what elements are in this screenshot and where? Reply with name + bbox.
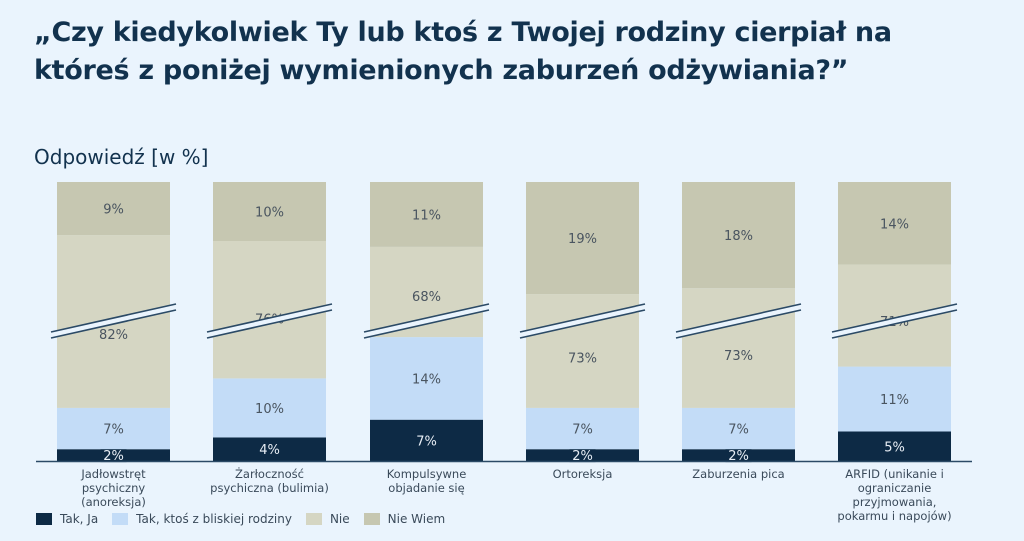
data-label: 82%	[99, 328, 128, 343]
axis-break	[832, 304, 957, 338]
axis-break-line	[831, 309, 958, 339]
bar-segment	[213, 378, 326, 438]
axis-break-line	[206, 309, 333, 339]
category-label: Kompulsywne	[387, 467, 467, 481]
legend-swatch	[36, 513, 52, 525]
axis-break-line	[519, 309, 646, 339]
bar-segment	[682, 182, 795, 289]
data-label: 10%	[255, 206, 284, 221]
bar-segment	[838, 366, 951, 432]
axis-break-line	[519, 303, 646, 333]
legend-swatch	[363, 513, 380, 525]
data-label: 18%	[724, 229, 753, 244]
legend-item: Tak, ktoś z bliskiej rodziny	[112, 512, 292, 526]
data-label: 11%	[880, 393, 909, 408]
bar-group: 2% 7% 82% 9% Jadłowstrętpsychiczny(anoreksja…	[50, 182, 177, 509]
axis-break-line	[675, 309, 802, 339]
data-label: 14%	[412, 372, 441, 387]
data-label: 19%	[568, 232, 597, 247]
bar-segment	[370, 182, 483, 247]
legend-label: Nie	[329, 512, 350, 526]
bar-segment	[370, 419, 483, 461]
category-label: objadanie się	[388, 481, 464, 495]
legend-item: Nie	[305, 512, 350, 526]
data-label: 7%	[728, 423, 749, 438]
bar-segment	[682, 288, 795, 408]
data-label: 14%	[880, 217, 909, 232]
category-label: Ortoreksja	[553, 467, 613, 481]
bar-segment	[526, 407, 639, 450]
axis-break-line	[675, 303, 802, 333]
data-label: 73%	[724, 349, 753, 364]
legend: Tak, Ja Tak, ktoś z bliskiej rodziny Nie Ni…	[36, 512, 445, 526]
bar-segment	[213, 437, 326, 461]
legend-item: Nie Wiem	[363, 512, 446, 526]
bar-segment	[370, 337, 483, 420]
data-label: 10%	[255, 402, 284, 417]
label-box	[569, 447, 596, 463]
legend-label: Tak, ktoś z bliskiej rodziny	[136, 512, 292, 526]
axis-break	[51, 304, 176, 338]
data-label: 5%	[884, 440, 905, 455]
legend-label: Nie Wiem	[387, 512, 446, 526]
bar-segment	[838, 431, 951, 461]
bar-group: 2% 7% 73% 18% Zaburzenia pica	[675, 182, 802, 481]
data-label: 73%	[568, 351, 597, 366]
data-label: 2%	[572, 449, 593, 464]
category-label: (anoreksja)	[81, 495, 146, 509]
data-label: 7%	[103, 423, 124, 438]
data-label: 4%	[259, 443, 280, 458]
data-label: 68%	[412, 290, 441, 305]
category-label: Żarłoczność	[235, 466, 304, 481]
data-label: 9%	[103, 203, 124, 218]
bar-segment	[682, 407, 795, 450]
bar-segment	[57, 182, 170, 236]
axis-break-line	[363, 309, 490, 339]
category-label: psychiczny	[82, 481, 146, 495]
legend-swatch	[112, 513, 129, 525]
data-label: 7%	[572, 423, 593, 438]
bar-group: 2% 7% 73% 19% Ortoreksja	[519, 182, 646, 481]
data-label: 11%	[412, 208, 441, 223]
legend-label: Tak, Ja	[60, 512, 99, 526]
category-label: przyjmowania,	[853, 495, 937, 509]
label-box	[100, 447, 127, 463]
category-label: Zaburzenia pica	[692, 467, 784, 481]
axis-break	[520, 304, 645, 338]
axis-break-line	[50, 303, 177, 333]
bar-segment	[213, 182, 326, 241]
axis-break-line	[50, 309, 177, 339]
axis-break-line	[206, 303, 333, 333]
category-label: Jadłowstręt	[80, 467, 146, 481]
data-label: 7%	[416, 434, 437, 449]
bar-group: 5%11%71%14%ARFID (unikanie iograniczanie…	[831, 182, 958, 523]
category-label: psychiczna (bulimia)	[210, 481, 329, 495]
chart-title: „Czy kiedykolwiek Ty lub ktoś z Twojej r…	[34, 17, 892, 86]
category-label: ograniczanie	[858, 481, 932, 495]
axis-break-line	[831, 303, 958, 333]
bar-segment	[838, 182, 951, 265]
data-label: 2%	[728, 449, 749, 464]
axis-break	[676, 304, 801, 338]
category-label: pokarmu i napojów)	[837, 509, 951, 523]
legend-swatch	[305, 513, 322, 525]
axis-break	[364, 304, 489, 338]
category-label: ARFID (unikanie i	[845, 467, 944, 481]
axis-label: Odpowiedź [w %]	[34, 145, 209, 169]
legend-item: Tak, Ja	[36, 512, 98, 526]
bar-segment	[57, 407, 170, 450]
data-label: 2%	[103, 449, 124, 464]
axis-break-line	[363, 303, 490, 333]
label-box	[725, 447, 752, 463]
axis-break	[207, 304, 332, 338]
bar-segment	[526, 182, 639, 295]
